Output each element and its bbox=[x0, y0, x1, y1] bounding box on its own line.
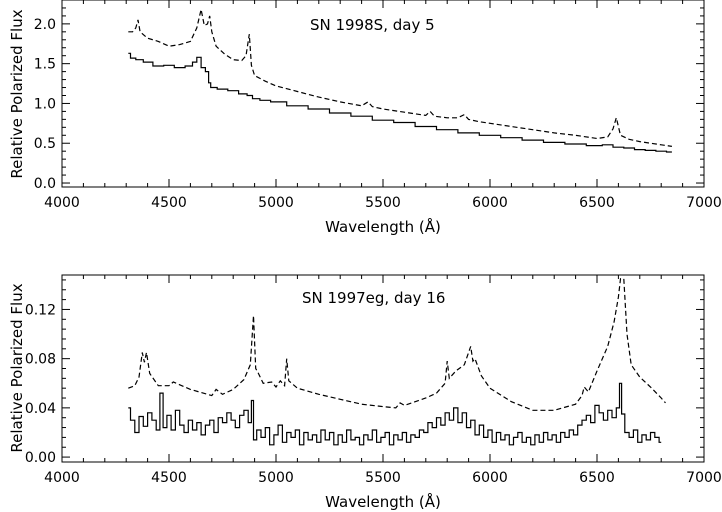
bottom-y-tick-label: 0.08 bbox=[25, 352, 56, 368]
bottom-x-tick-label: 5500 bbox=[365, 470, 401, 486]
bottom-series-solid bbox=[128, 382, 662, 446]
top-x-tick-label: 4000 bbox=[44, 195, 80, 211]
top-y-tick-label: 1.5 bbox=[34, 57, 56, 73]
top-x-tick-label: 5000 bbox=[258, 195, 294, 211]
bottom-series bbox=[128, 278, 666, 446]
top-x-tick-label: 5500 bbox=[365, 195, 401, 211]
top-x-axis-label: Wavelength (Å) bbox=[325, 217, 441, 236]
top-axis-ticks: 4000 4500 5000 5500 6000 6500 7000 0.0 0.5 1.0 1.5… bbox=[34, 0, 722, 211]
bottom-x-tick-label: 4000 bbox=[44, 470, 80, 486]
top-series-solid bbox=[128, 52, 672, 153]
top-y-tick-label: 2.0 bbox=[34, 17, 56, 33]
bottom-annotation: SN 1997eg, day 16 bbox=[302, 289, 445, 307]
top-series bbox=[128, 9, 672, 153]
top-x-tick-label: 6000 bbox=[472, 195, 508, 211]
top-series-dashed bbox=[128, 9, 672, 147]
bottom-panel: 4000 4500 5000 5500 6000 6500 7000 0.00 0.04 0.08… bbox=[8, 274, 722, 511]
top-annotation: SN 1998S, day 5 bbox=[310, 16, 435, 34]
bottom-x-tick-label: 7000 bbox=[686, 470, 722, 486]
bottom-x-axis-label: Wavelength (Å) bbox=[325, 492, 441, 511]
top-y-axis-label: Relative Polarized Flux bbox=[8, 9, 26, 178]
top-x-tick-label: 7000 bbox=[686, 195, 722, 211]
bottom-y-tick-label: 0.12 bbox=[25, 302, 56, 318]
bottom-x-tick-label: 5000 bbox=[258, 470, 294, 486]
bottom-y-tick-label: 0.04 bbox=[25, 401, 56, 417]
top-y-tick-label: 0.0 bbox=[34, 176, 56, 192]
bottom-x-tick-label: 6000 bbox=[472, 470, 508, 486]
bottom-x-tick-label: 6500 bbox=[579, 470, 615, 486]
bottom-x-tick-label: 4500 bbox=[151, 470, 187, 486]
top-x-tick-label: 4500 bbox=[151, 195, 187, 211]
bottom-series-dashed bbox=[128, 278, 666, 411]
top-x-tick-label: 6500 bbox=[579, 195, 615, 211]
bottom-y-tick-label: 0.00 bbox=[25, 450, 56, 466]
top-y-tick-label: 0.5 bbox=[34, 136, 56, 152]
bottom-y-axis-label: Relative Polarized Flux bbox=[8, 283, 26, 452]
bottom-axis-ticks: 4000 4500 5000 5500 6000 6500 7000 0.00 0.04 0.08… bbox=[25, 275, 722, 486]
top-panel: 4000 4500 5000 5500 6000 6500 7000 0.0 0.5 1.0 1.5… bbox=[8, 0, 722, 236]
top-y-tick-label: 1.0 bbox=[34, 96, 56, 112]
